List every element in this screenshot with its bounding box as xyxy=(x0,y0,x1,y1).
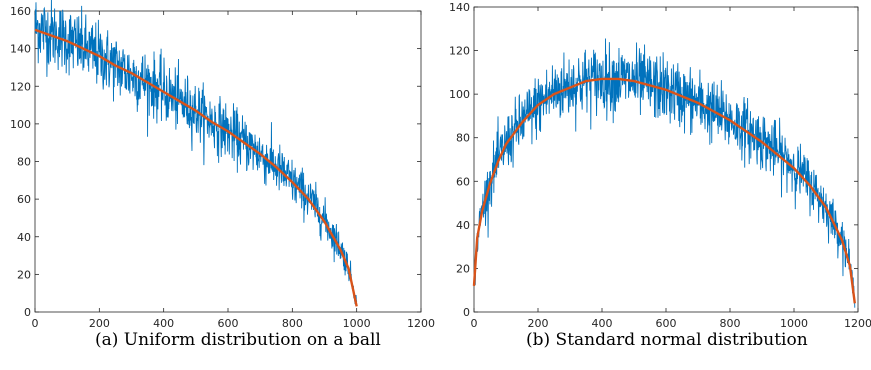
x-tick-label: 200 xyxy=(89,317,110,330)
caption-b: (b) Standard normal distribution xyxy=(526,330,808,350)
plot-area xyxy=(34,10,422,313)
x-tick-label: 800 xyxy=(720,317,741,330)
y-tick-label: 160 xyxy=(10,5,31,18)
y-tick-label: 60 xyxy=(456,175,470,188)
x-tick-label: 800 xyxy=(282,317,303,330)
y-tick-label: 20 xyxy=(17,268,31,281)
y-tick-label: 40 xyxy=(17,231,31,244)
x-tick-label: 600 xyxy=(656,317,677,330)
x-tick-label: 400 xyxy=(153,317,174,330)
y-tick-label: 100 xyxy=(449,88,470,101)
x-tick-label: 1000 xyxy=(780,317,808,330)
y-tick-label: 80 xyxy=(456,132,470,145)
y-tick-label: 120 xyxy=(10,80,31,93)
x-tick-label: 200 xyxy=(528,317,549,330)
x-tick-label: 1000 xyxy=(343,317,371,330)
y-tick-label: 20 xyxy=(456,262,470,275)
y-tick-label: 140 xyxy=(449,1,470,14)
y-tick-label: 40 xyxy=(456,219,470,232)
x-tick-label: 1200 xyxy=(844,317,871,330)
y-tick-label: 0 xyxy=(24,306,31,319)
x-tick-label: 0 xyxy=(32,317,39,330)
chart-panel-a: 0 200 400 600 800 1000 1200 0 20 40 60 80 100 120 140 1… xyxy=(10,0,435,330)
y-tick-label: 80 xyxy=(17,156,31,169)
y-tick-label: 0 xyxy=(463,306,470,319)
caption-a: (a) Uniform distribution on a ball xyxy=(95,330,381,350)
chart-panel-b: 0 200 400 600 800 1000 1200 0 20 40 60 80 100 120 140 xyxy=(449,1,871,330)
x-tick-label: 400 xyxy=(592,317,613,330)
series-theoretical-line xyxy=(34,28,358,307)
series-empirical-line xyxy=(34,0,358,305)
series-theoretical-line xyxy=(472,77,856,304)
y-tick-label: 100 xyxy=(10,118,31,131)
x-tick-label: 0 xyxy=(471,317,478,330)
y-tick-label: 140 xyxy=(10,43,31,56)
x-tick-label: 1200 xyxy=(407,317,435,330)
y-tick-label: 60 xyxy=(17,193,31,206)
y-tick-label: 120 xyxy=(449,45,470,58)
x-tick-label: 600 xyxy=(218,317,239,330)
